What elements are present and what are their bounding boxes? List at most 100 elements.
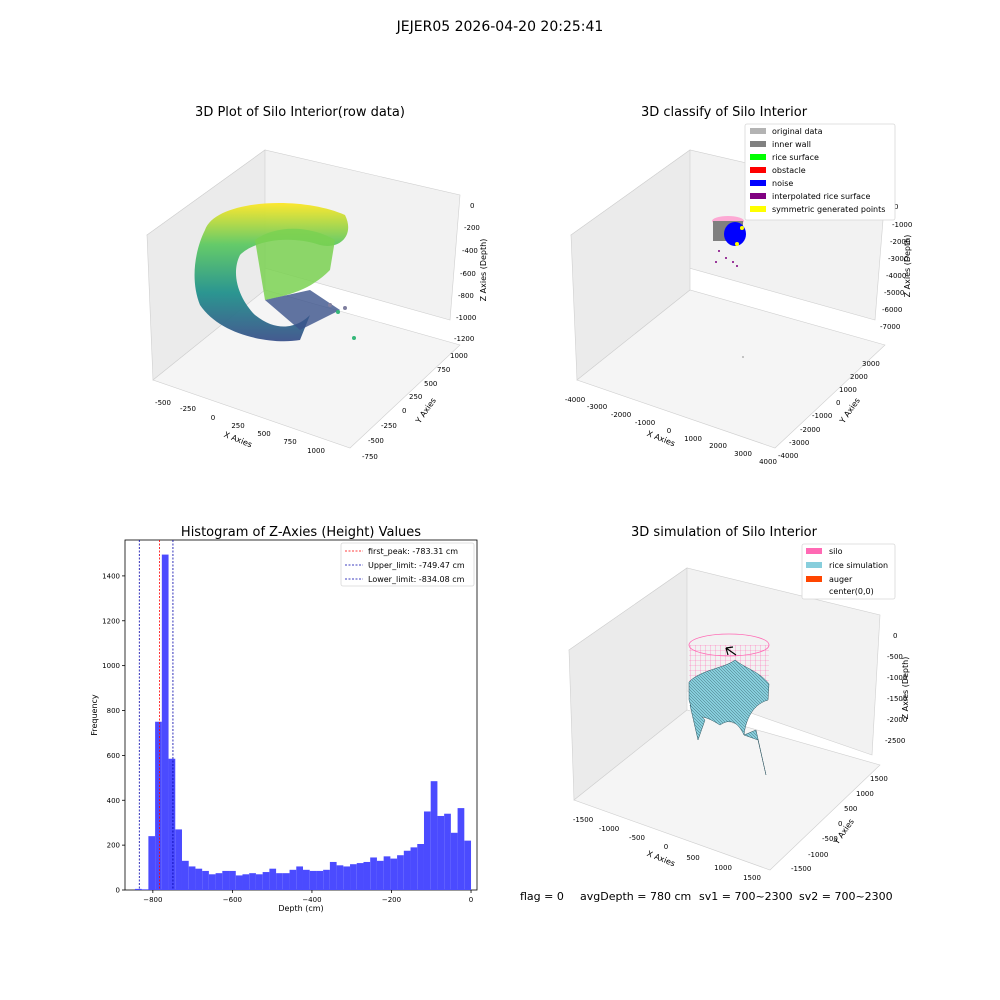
hist-bar bbox=[376, 860, 384, 890]
legend-label: interpolated rice surface bbox=[772, 192, 870, 201]
legend-label: inner wall bbox=[772, 140, 811, 149]
hist-bar bbox=[329, 861, 337, 890]
sim-xlabel: X Axies bbox=[646, 849, 677, 868]
hist-title: Histogram of Z-Axies (Height) Values bbox=[181, 525, 421, 540]
hist-ytick-label: 400 bbox=[107, 797, 120, 805]
classify-ztick: -1000 bbox=[892, 221, 912, 229]
raw-z-ticks: -1200 -1000 -800 -600 -400 -200 0 bbox=[454, 202, 480, 343]
raw-ztick: -400 bbox=[462, 247, 478, 255]
hist-bar bbox=[343, 866, 351, 890]
panel-simulation: 3D simulation of Silo Interior -1500 -10… bbox=[568, 525, 910, 882]
classify-ytick: 1000 bbox=[839, 386, 857, 394]
hist-bar bbox=[302, 869, 310, 890]
hist-bar bbox=[222, 870, 230, 890]
classify-ytick: -4000 bbox=[778, 452, 798, 460]
classify-ytick: 3000 bbox=[862, 360, 880, 368]
sim-y-ticks: -1500 -1000 -500 0 500 1000 1500 bbox=[791, 775, 888, 873]
sim-ztick: -2500 bbox=[885, 737, 905, 745]
classify-legend: original data inner wall rice surface ob… bbox=[744, 123, 896, 221]
hist-bar bbox=[242, 874, 250, 890]
raw-ytick: 0 bbox=[402, 407, 406, 415]
hist-ytick-label: 1000 bbox=[102, 662, 120, 670]
sim-ytick: -500 bbox=[822, 835, 838, 843]
sim-ztick: -500 bbox=[887, 653, 903, 661]
legend-label: noise bbox=[772, 179, 793, 188]
hist-xtick-label: −600 bbox=[223, 896, 242, 904]
hist-bar bbox=[269, 868, 277, 890]
hist-bar bbox=[282, 873, 290, 890]
raw-ytick: 1000 bbox=[450, 352, 468, 360]
hist-ytick-label: 200 bbox=[107, 842, 120, 850]
sim-ztick: -1000 bbox=[887, 674, 907, 682]
raw-xtick: 750 bbox=[283, 438, 296, 446]
sim-ytick: 0 bbox=[838, 820, 842, 828]
sv1-text: sv1 = 700~2300 bbox=[699, 890, 793, 903]
hist-bar bbox=[417, 844, 424, 890]
hist-bar bbox=[350, 864, 357, 890]
hist-bar bbox=[457, 808, 465, 890]
classify-xtick: -4000 bbox=[565, 396, 585, 404]
classify-zlabel: Z Axies (Depth) bbox=[903, 235, 912, 298]
legend-swatch bbox=[750, 141, 766, 147]
status-footer: flag = 0 avgDepth = 780 cm sv1 = 700~230… bbox=[520, 890, 893, 903]
sim-ylabel: Y Axies bbox=[831, 817, 856, 847]
hist-bar bbox=[141, 889, 149, 890]
hist-ytick-label: 1200 bbox=[102, 617, 120, 625]
raw-ztick: -200 bbox=[464, 224, 480, 232]
classify-ytick: 2000 bbox=[850, 373, 868, 381]
raw-xtick: 0 bbox=[211, 414, 215, 422]
legend-label: rice surface bbox=[772, 153, 819, 162]
legend-label: original data bbox=[772, 127, 823, 136]
classify-point-cloud bbox=[712, 216, 746, 358]
raw-xtick: 250 bbox=[231, 422, 244, 430]
hist-ytick-label: 600 bbox=[107, 752, 120, 760]
hist-bar bbox=[215, 873, 223, 890]
sim-ztick: -1500 bbox=[887, 695, 907, 703]
sim-xtick: 0 bbox=[664, 843, 668, 851]
legend-swatch bbox=[750, 206, 766, 212]
classify-ztick: -5000 bbox=[884, 289, 904, 297]
classify-xtick: 1000 bbox=[684, 435, 702, 443]
legend-swatch bbox=[806, 548, 822, 554]
classify-ytick: -2000 bbox=[800, 426, 820, 434]
hist-bar bbox=[188, 866, 196, 890]
classify-xtick: 0 bbox=[667, 427, 671, 435]
raw-ztick: -1200 bbox=[454, 335, 474, 343]
sim-xtick: 1500 bbox=[743, 874, 761, 882]
hist-bar bbox=[168, 758, 176, 890]
hist-ytick-label: 0 bbox=[116, 887, 120, 895]
classify-xtick: -1000 bbox=[635, 419, 655, 427]
classify-ztick: 0 bbox=[894, 203, 898, 211]
sim-xtick: -500 bbox=[629, 834, 645, 842]
hist-ytick-label: 800 bbox=[107, 707, 120, 715]
hist-bar bbox=[276, 873, 283, 890]
hist-bar bbox=[229, 870, 236, 890]
sim-ytick: 500 bbox=[844, 805, 857, 813]
raw-ytick: 750 bbox=[437, 366, 450, 374]
hist-bar bbox=[450, 832, 458, 890]
classify-xtick: -3000 bbox=[587, 403, 607, 411]
panel-histogram: Histogram of Z-Axies (Height) Values −80… bbox=[90, 525, 478, 913]
hist-bar bbox=[309, 870, 317, 890]
hist-bar bbox=[390, 858, 398, 890]
raw-ztick: -600 bbox=[460, 270, 476, 278]
hist-bar bbox=[464, 840, 472, 890]
classify-ytick: 0 bbox=[836, 399, 840, 407]
legend-label: silo bbox=[829, 547, 843, 556]
hist-bar bbox=[289, 869, 297, 890]
classify-ytick: -3000 bbox=[789, 439, 809, 447]
legend-label: rice simulation bbox=[829, 561, 888, 570]
legend-swatch bbox=[750, 167, 766, 173]
hist-bar bbox=[323, 869, 330, 890]
hist-xtick-label: −400 bbox=[302, 896, 321, 904]
hist-bar bbox=[430, 781, 438, 890]
hist-bar bbox=[336, 865, 344, 890]
panel-classify: 3D classify of Silo Interior -4000 -3000… bbox=[565, 105, 913, 466]
hist-reference-lines bbox=[138, 540, 174, 890]
hist-bar bbox=[249, 873, 256, 890]
classify-ytick: -1000 bbox=[812, 412, 832, 420]
classify-ztick: -6000 bbox=[882, 306, 902, 314]
sim-z-ticks: -2500 -2000 -1500 -1000 -500 0 bbox=[885, 632, 907, 745]
legend-label: auger bbox=[829, 575, 853, 584]
legend-label: first_peak: -783.31 cm bbox=[368, 547, 458, 556]
